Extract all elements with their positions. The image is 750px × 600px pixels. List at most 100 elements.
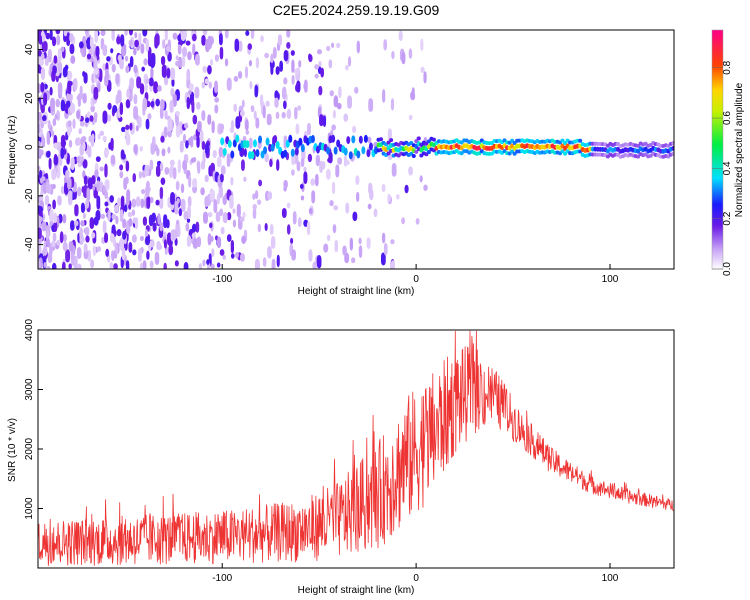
spectrogram-cell [156, 240, 161, 251]
spectrogram-cell [311, 190, 316, 204]
spectrogram-cell [211, 248, 215, 258]
spectrogram-cell [40, 67, 46, 81]
spectrogram-cell [154, 251, 160, 265]
spectrogram-cell [120, 47, 125, 57]
spectrogram-cell [70, 102, 76, 114]
spectrogram-frame [37, 29, 675, 270]
spectrogram-cell [241, 99, 245, 108]
spectrogram-cell [107, 209, 111, 222]
spectrogram-cell [38, 111, 43, 121]
snr-x-tick-label: 100 [602, 573, 619, 584]
spectrogram-cell [243, 176, 247, 182]
spectrogram-cell [54, 114, 59, 120]
spectrogram-cell [262, 105, 266, 119]
spectrogram-cell [135, 196, 141, 207]
spectrogram-cell [49, 86, 53, 96]
spectrogram-cell [220, 165, 226, 175]
spectrogram-cell [110, 48, 114, 54]
spectrogram-cell [95, 210, 101, 221]
spectrogram-cell [578, 138, 583, 143]
spectrogram-cell [125, 197, 130, 206]
spectrogram-cell [166, 45, 171, 52]
spectrogram-cell [316, 49, 322, 55]
spectrogram-cell [258, 135, 263, 144]
spectrogram-cell [169, 100, 174, 113]
spectrogram-cell [51, 183, 56, 189]
spectrogram-cell [89, 217, 95, 230]
spectrogram-cell [129, 77, 135, 90]
spectrogram-cell [149, 196, 154, 204]
spectrogram-cell [175, 223, 179, 238]
spectrogram-cell [40, 190, 44, 203]
spectrogram-cell [79, 85, 83, 100]
spectrogram-cell [266, 113, 272, 126]
spectrogram-cell [92, 185, 96, 191]
spectrogram-cell [368, 182, 373, 195]
spectrogram-cell [93, 57, 98, 71]
spectrogram-cell [671, 145, 674, 151]
spectrogram-cell [275, 67, 280, 74]
spectrogram-cell [104, 74, 109, 87]
spectrogram-cell [226, 153, 231, 168]
spectrogram-cell [182, 133, 187, 144]
spectrogram-cell [210, 189, 216, 202]
spectrogram-cell [255, 117, 260, 129]
spectrogram-cell [281, 111, 286, 119]
spectrogram-cell [207, 212, 213, 218]
spectrogram-cell [69, 43, 75, 55]
spectrogram-cell [283, 77, 288, 85]
spectrogram-cell [145, 236, 150, 246]
spectrogram-cell [175, 110, 180, 117]
spectrogram-cell [166, 219, 170, 229]
spectrogram-cell [331, 42, 335, 48]
spectrogram-cell [208, 81, 212, 89]
spectrogram-cell [192, 43, 196, 56]
spectrogram-cell [141, 66, 146, 72]
spectrogram-cell [45, 150, 51, 158]
spectrogram-cell [106, 56, 111, 62]
spectrogram-cell [38, 260, 41, 269]
spectrogram-cell [308, 208, 313, 215]
spectrogram-cell [408, 166, 413, 176]
spectrogram-cell [230, 253, 235, 259]
snr-x-ticks: -100 0 100 [212, 563, 619, 584]
spectrogram-cell [68, 139, 73, 148]
spectrogram-cell [396, 194, 400, 200]
spectrogram-cell [316, 255, 322, 269]
spectrogram-cell [41, 136, 46, 148]
spectrogram-cell [241, 159, 245, 172]
spectrogram-cell [191, 223, 197, 233]
spectrogram-cell [201, 35, 206, 46]
spectrogram-cell [318, 85, 323, 96]
spectrogram-cell [308, 53, 312, 61]
spectrogram-cell [269, 224, 274, 235]
snr-y-axis-label: SNR (10 * v/v) [7, 418, 18, 482]
spectrogram-cell [44, 195, 50, 206]
spectrogram-cell [53, 212, 58, 224]
spectrogram-cell [169, 166, 173, 179]
spectrogram-cell [84, 30, 89, 36]
spectrogram-cell [66, 92, 71, 101]
spectrogram-cell [343, 147, 348, 156]
spectrogram-cell [197, 123, 201, 131]
snr-y-tick-label: 2000 [24, 437, 35, 460]
snr-x-tick-label: 0 [413, 573, 419, 584]
spectrogram-cell [90, 134, 95, 148]
spectrogram-cell [276, 254, 280, 268]
spectrogram-cell [195, 53, 200, 66]
spectrogram-cell [192, 178, 198, 188]
spectrogram-cell [373, 146, 378, 155]
spectrogram-cell [156, 147, 160, 157]
spectrogram-cell [49, 30, 53, 41]
spectrogram-cell [53, 155, 59, 166]
spectrogram-cell [241, 235, 247, 244]
spectrogram-cell [123, 204, 128, 213]
spectrogram-cell [265, 137, 270, 146]
spectrogram-cell [83, 243, 88, 253]
spectrogram-cell [57, 195, 62, 206]
spectrogram-cell [283, 179, 288, 189]
spectrogram-cell [90, 259, 95, 269]
spectrogram-cell [120, 34, 125, 47]
colorbar-tick-label: 0.6 [722, 111, 733, 125]
spectrogram-cell [97, 133, 101, 140]
